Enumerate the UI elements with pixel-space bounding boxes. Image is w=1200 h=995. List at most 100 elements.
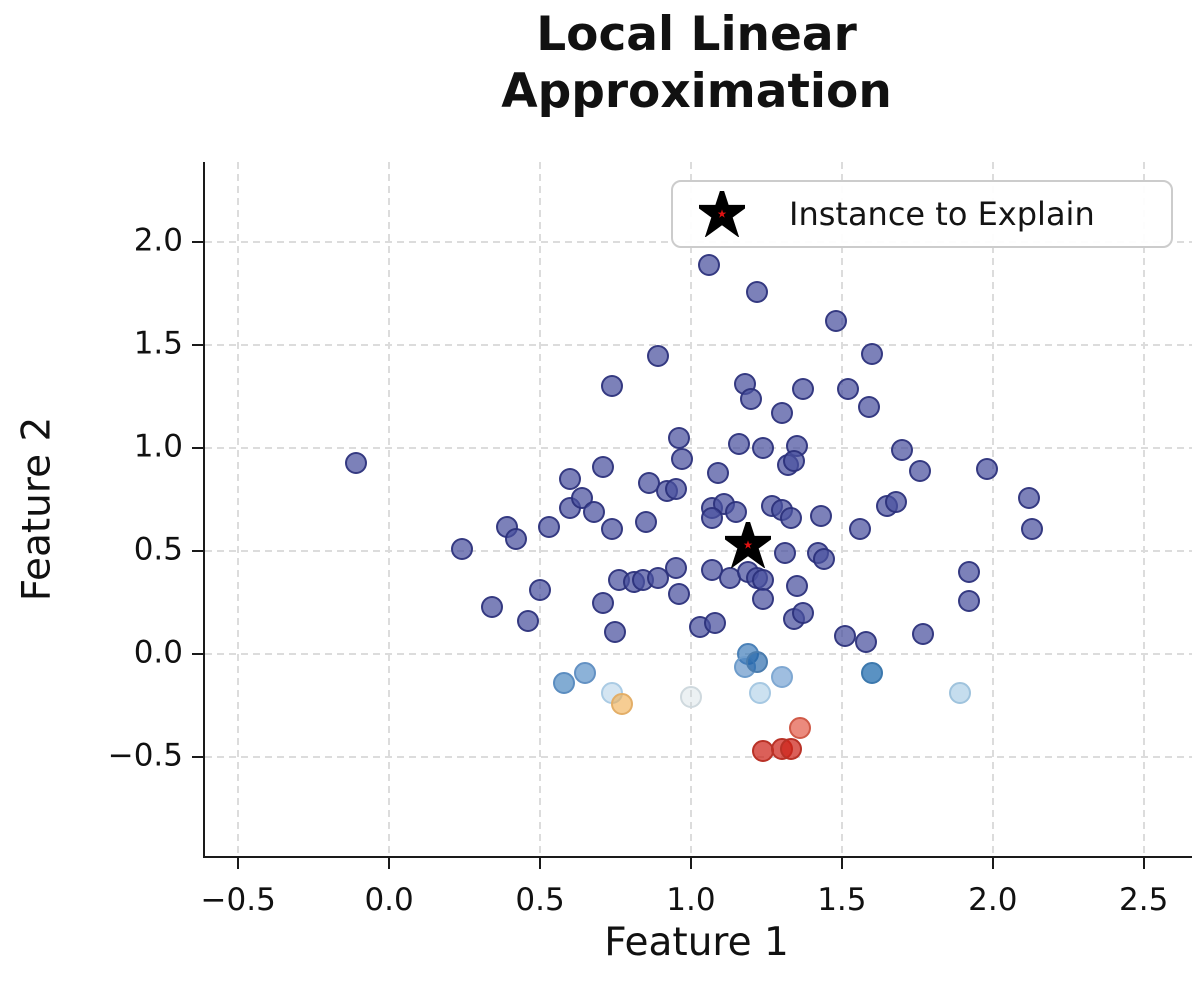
scatter-point [848, 517, 871, 540]
scatter-point [858, 396, 881, 419]
scatter-point [344, 451, 367, 474]
x-tick-mark [840, 856, 843, 869]
scatter-point [704, 612, 727, 635]
scatter-point [664, 556, 687, 579]
scatter-point [891, 439, 914, 462]
x-axis-label: Feature 1 [604, 920, 789, 965]
gridline-horizontal [205, 447, 1192, 450]
scatter-point [791, 377, 814, 400]
y-tick-label: −0.5 [107, 737, 183, 774]
x-tick-label: 0.5 [515, 882, 565, 918]
gridline-horizontal [205, 653, 1192, 656]
gridline-horizontal [205, 344, 1192, 347]
legend: Instance to Explain [671, 180, 1173, 248]
gridline-vertical [1142, 162, 1145, 856]
scatter-point [809, 505, 832, 528]
x-tick-mark [991, 856, 994, 869]
x-tick-label: 1.5 [817, 882, 867, 918]
y-tick-label: 1.5 [133, 325, 183, 362]
gridline-vertical [237, 162, 240, 856]
x-tick-mark [237, 856, 240, 869]
x-tick-label: 2.5 [1119, 882, 1169, 918]
scatter-point [667, 583, 690, 606]
scatter-point [634, 511, 657, 534]
scatter-point [861, 342, 884, 365]
scatter-point [779, 737, 802, 760]
gridline-vertical [539, 162, 542, 856]
y-axis-label: Feature 2 [14, 416, 60, 602]
x-tick-label: 0.0 [364, 882, 414, 918]
x-tick-mark [689, 856, 692, 869]
gridline-vertical [388, 162, 391, 856]
scatter-point [480, 595, 503, 618]
scatter-point [698, 253, 721, 276]
scatter-point [604, 620, 627, 643]
scatter-point [504, 527, 527, 550]
gridline-horizontal [205, 550, 1192, 553]
scatter-point [529, 579, 552, 602]
scatter-point [538, 515, 561, 538]
scatter-point [601, 517, 624, 540]
scatter-point [574, 661, 597, 684]
scatter-point [707, 461, 730, 484]
scatter-point [559, 468, 582, 491]
scatter-point [746, 651, 769, 674]
scatter-point [746, 280, 769, 303]
scatter-point [957, 589, 980, 612]
gridline-vertical [840, 162, 843, 856]
scatter-point [824, 309, 847, 332]
scatter-point [553, 672, 576, 694]
scatter-point [791, 601, 814, 624]
y-tick-label: 1.0 [133, 428, 183, 465]
scatter-point [667, 426, 690, 449]
gridline-horizontal [205, 756, 1192, 759]
y-tick-mark [192, 550, 205, 553]
scatter-point [752, 437, 775, 460]
scatter-point [679, 686, 702, 709]
scatter-point [740, 387, 763, 410]
scatter-point [670, 447, 693, 470]
chart-title: Local Linear Approximation [203, 6, 1190, 120]
scatter-point [646, 344, 669, 367]
scatter-point [773, 542, 796, 565]
chart-title-line-1: Local Linear [536, 7, 857, 62]
y-tick-mark [192, 241, 205, 244]
scatter-point [516, 610, 539, 633]
scatter-point [785, 575, 808, 598]
scatter-point [957, 560, 980, 583]
chart-title-line-2: Approximation [501, 64, 892, 119]
y-tick-mark [192, 344, 205, 347]
scatter-point [948, 682, 971, 705]
x-tick-label: −0.5 [200, 882, 276, 918]
scatter-point [779, 507, 802, 530]
x-tick-label: 2.0 [968, 882, 1018, 918]
x-tick-label: 1.0 [666, 882, 716, 918]
scatter-point [912, 622, 935, 645]
scatter-point [450, 538, 473, 561]
scatter-point [788, 717, 811, 740]
scatter-point [601, 375, 624, 398]
scatter-point [749, 682, 772, 705]
scatter-point [861, 661, 884, 684]
gridline-vertical [991, 162, 994, 856]
scatter-point [770, 402, 793, 425]
instance-star-marker [720, 515, 777, 572]
scatter-point [592, 591, 615, 614]
scatter-point [833, 624, 856, 647]
scatter-point [583, 501, 606, 524]
scatter-point [885, 490, 908, 513]
y-tick-label: 0.0 [133, 634, 183, 671]
y-tick-mark [192, 447, 205, 450]
scatter-point [725, 501, 748, 524]
x-tick-mark [1142, 856, 1145, 869]
x-tick-mark [539, 856, 542, 869]
scatter-point [752, 587, 775, 610]
star-icon [720, 515, 777, 569]
scatter-point [646, 566, 669, 589]
scatter-point [592, 455, 615, 478]
y-tick-mark [192, 653, 205, 656]
scatter-point [836, 377, 859, 400]
x-tick-mark [388, 856, 391, 869]
scatter-point [812, 548, 835, 571]
